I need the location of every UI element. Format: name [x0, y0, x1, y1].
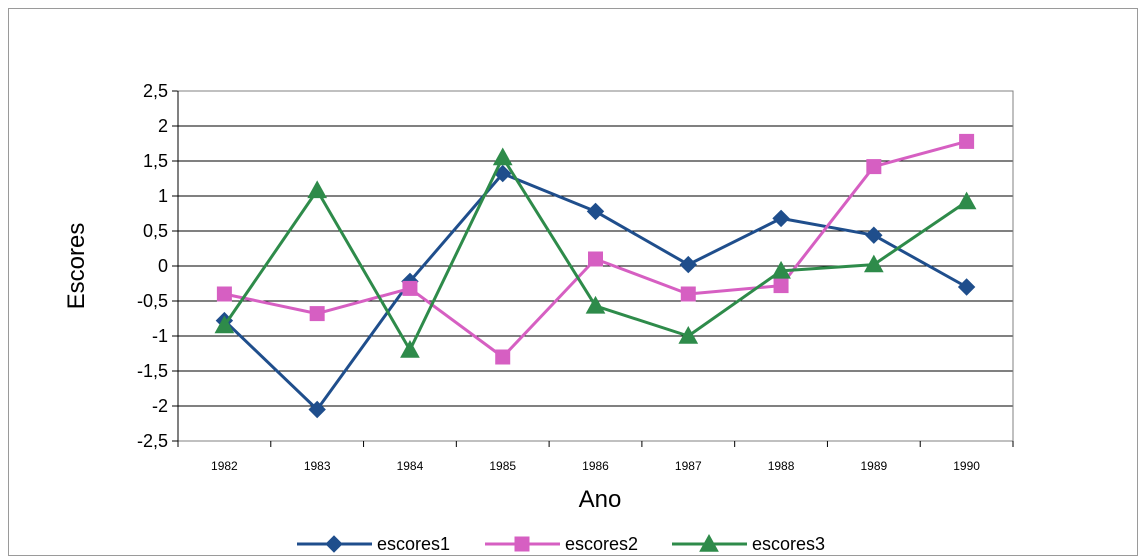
legend-item-escores2: escores2	[485, 534, 638, 554]
legend-label: escores1	[377, 534, 450, 554]
data-point-escores3	[400, 339, 420, 358]
y-tick-label: -2	[152, 396, 168, 416]
y-tick-label: 0,5	[143, 221, 168, 241]
data-point-escores2	[866, 159, 882, 175]
x-tick-label: 1989	[860, 459, 887, 473]
series-escores1	[215, 164, 976, 419]
data-point-escores3	[307, 180, 328, 199]
legend: escores1 escores2 escores3	[297, 533, 825, 554]
data-point-escores3	[678, 325, 699, 344]
x-tick-label: 1983	[304, 459, 331, 473]
legend-item-escores3: escores3	[672, 533, 825, 554]
series-line-escores2	[224, 139, 968, 359]
y-tick-label: 1,5	[143, 151, 168, 171]
data-point-escores1	[679, 255, 697, 274]
legend-label: escores3	[752, 534, 825, 554]
x-tick-label: 1982	[211, 459, 238, 473]
data-point-escores2	[495, 349, 511, 365]
x-tick-label: 1987	[675, 459, 702, 473]
x-axis-title: Ano	[579, 486, 622, 513]
y-axis-title: Escores	[63, 223, 90, 310]
data-point-escores3	[585, 295, 606, 314]
data-point-escores1	[865, 226, 883, 244]
y-tick-label: 2	[158, 116, 168, 136]
data-point-escores3	[214, 315, 235, 334]
legend-label: escores2	[565, 534, 638, 554]
axes-layer	[172, 90, 1014, 447]
data-point-escores1	[957, 278, 976, 296]
data-point-escores2	[773, 278, 789, 294]
legend-marker-diamond	[325, 535, 343, 553]
data-point-escores1	[586, 202, 605, 221]
data-point-escores3	[492, 147, 513, 166]
x-tick-label: 1985	[489, 459, 516, 473]
y-tick-labels: 2,5 2 1,5 1 0,5 0 -0,5 -1 -1,5 -2 -2,5	[137, 81, 168, 451]
x-tick-label: 1986	[582, 459, 609, 473]
y-tick-label: -1,5	[137, 361, 168, 381]
x-tick-labels: 1982 1983 1984 1985 1986 1987 1988 1989 1990	[211, 459, 980, 473]
data-point-escores2	[402, 280, 418, 296]
legend-item-escores1: escores1	[297, 534, 450, 554]
y-tick-label: 2,5	[143, 81, 168, 101]
data-point-escores2	[216, 286, 232, 302]
y-tick-label: -2,5	[137, 431, 168, 451]
y-tick-label: -1	[152, 326, 168, 346]
x-tick-label: 1984	[397, 459, 424, 473]
data-point-escores3	[771, 260, 791, 279]
data-point-escores2	[588, 251, 603, 267]
series-escores2	[216, 133, 975, 365]
data-point-escores2	[680, 286, 696, 302]
data-point-escores3	[863, 254, 884, 273]
x-tick-label: 1988	[768, 459, 795, 473]
series-layer	[214, 133, 977, 419]
y-tick-label: -0,5	[137, 291, 168, 311]
data-point-escores1	[772, 209, 790, 228]
data-point-escores2	[959, 133, 975, 149]
data-point-escores1	[308, 400, 326, 419]
legend-marker-square	[514, 536, 530, 552]
legend-marker-triangle	[699, 533, 719, 552]
x-tick-label: 1990	[953, 459, 980, 473]
data-point-escores2	[309, 306, 325, 322]
data-point-escores3	[956, 191, 977, 210]
y-tick-label: 0	[158, 256, 168, 276]
y-tick-label: 1	[158, 186, 168, 206]
series-escores3	[214, 147, 977, 358]
